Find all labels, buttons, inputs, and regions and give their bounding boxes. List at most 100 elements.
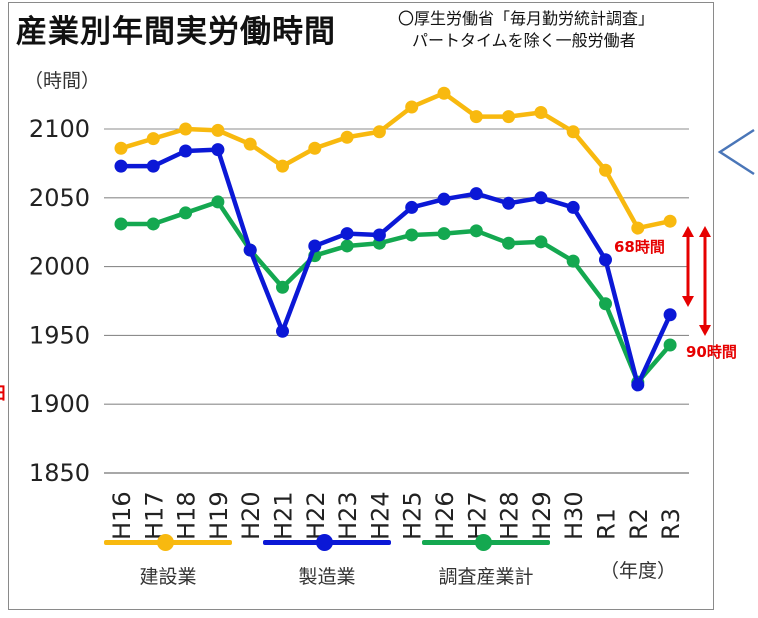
x-tick-H20: H20 [237, 491, 265, 540]
y-tick-1900: 1900 [29, 390, 90, 418]
y-axis-label: （時間） [24, 70, 101, 92]
x-tick-H28: H28 [496, 491, 524, 540]
legend-marker-manufacturing [316, 534, 333, 551]
y-tick-labels: 1850 1900 1950 2000 2050 2100 [29, 115, 90, 487]
point-construction-H26 [437, 86, 451, 100]
point-construction-H16 [114, 141, 128, 155]
y-tick-1850: 1850 [29, 459, 90, 487]
chart-frame [8, 2, 714, 610]
point-total-H16 [114, 217, 128, 231]
point-manufacturing-H16 [114, 159, 128, 173]
source-note: 〇厚生労働省「毎月勤労統計調査」 パートタイムを除く一般労働者 [398, 8, 654, 52]
x-tick-H29: H29 [528, 491, 556, 540]
point-manufacturing-H17 [146, 159, 160, 173]
gap-arrow-manufacturing-head-top [682, 226, 694, 237]
x-tick-H30: H30 [560, 491, 588, 540]
x-tick-H19: H19 [205, 491, 233, 540]
point-manufacturing-H28 [502, 196, 516, 210]
point-construction-R3 [663, 214, 677, 228]
x-axis-unit-label: （年度） [600, 560, 677, 582]
point-construction-H17 [146, 132, 160, 146]
x-tick-H16: H16 [108, 491, 136, 540]
point-manufacturing-H30 [566, 200, 580, 214]
point-construction-H30 [566, 125, 580, 139]
y-tick-2000: 2000 [29, 253, 90, 281]
x-tick-R2: R2 [625, 508, 653, 540]
legend-item-total: 調査産業計 [422, 534, 550, 596]
x-tick-H27: H27 [463, 491, 491, 540]
point-total-R1 [599, 297, 612, 311]
legend-label-total: 調査産業計 [438, 566, 534, 588]
point-manufacturing-H25 [405, 200, 419, 214]
point-total-R3 [663, 338, 677, 352]
grid-lines [104, 128, 689, 474]
point-construction-H19 [211, 123, 225, 137]
x-tick-H17: H17 [140, 491, 168, 540]
point-total-H28 [502, 236, 516, 250]
source-line-1: 〇厚生労働省「毎月勤労統計調査」 [398, 9, 655, 28]
point-total-H30 [566, 254, 580, 268]
point-construction-H24 [372, 125, 386, 139]
gap-arrow-total-head-bottom [699, 325, 711, 336]
point-manufacturing-H20 [243, 243, 257, 257]
point-manufacturing-R1 [599, 253, 612, 267]
point-manufacturing-H23 [340, 227, 354, 241]
gap-arrow-total [699, 226, 711, 336]
legend-item-construction: 建設業 [104, 534, 232, 596]
legend-item-manufacturing: 製造業 [263, 534, 391, 596]
point-manufacturing-H22 [308, 239, 322, 253]
point-total-H17 [146, 217, 160, 231]
legend-marker-construction [157, 534, 174, 551]
x-tick-H22: H22 [302, 491, 330, 540]
gap-arrow-total-head-top [699, 226, 711, 237]
chevron-left-icon[interactable] [714, 100, 758, 210]
point-manufacturing-H18 [179, 144, 193, 158]
point-total-H21 [276, 280, 289, 294]
point-total-H19 [211, 195, 225, 209]
series-construction [114, 86, 677, 235]
point-construction-R2 [631, 221, 645, 235]
x-tick-H21: H21 [270, 491, 298, 540]
point-total-H23 [340, 239, 354, 253]
x-tick-H24: H24 [366, 491, 394, 540]
point-construction-H25 [405, 100, 419, 114]
point-manufacturing-H26 [437, 192, 451, 206]
x-tick-R1: R1 [593, 508, 621, 540]
point-manufacturing-R2 [631, 378, 645, 392]
legend-marker-total [475, 534, 492, 551]
y-tick-1950: 1950 [29, 321, 90, 349]
point-construction-H21 [276, 159, 289, 173]
gap-label-manufacturing: 68時間 [614, 238, 665, 256]
series-total [114, 195, 677, 389]
y-tick-2100: 2100 [29, 115, 90, 143]
point-construction-H27 [469, 110, 483, 124]
x-tick-H23: H23 [334, 491, 362, 540]
x-tick-labels: H16 H17 H18 H19 H20 H21 H22 H23 H24 H25 H26 H27 H28 H… [108, 491, 685, 540]
gap-label-total: 90時間 [686, 343, 737, 361]
point-total-H29 [534, 235, 548, 249]
point-total-H18 [179, 206, 193, 220]
gap-arrow-manufacturing [682, 226, 694, 307]
point-construction-H28 [502, 110, 516, 124]
x-tick-H18: H18 [173, 491, 201, 540]
point-manufacturing-H29 [534, 191, 548, 205]
gap-arrows [682, 226, 711, 336]
point-total-H25 [405, 228, 419, 242]
legend-label-manufacturing: 製造業 [298, 566, 356, 588]
series-layer [114, 86, 677, 392]
point-manufacturing-R3 [663, 308, 677, 322]
point-construction-H20 [243, 137, 257, 151]
legend-label-construction: 建設業 [139, 566, 197, 588]
point-construction-H23 [340, 130, 354, 144]
y-tick-2050: 2050 [29, 184, 90, 212]
chart-title: 産業別年間実労働時間 [16, 14, 336, 50]
series-manufacturing [114, 143, 677, 392]
point-total-H27 [469, 224, 483, 238]
source-line-2: パートタイムを除く一般労働者 [412, 31, 636, 50]
point-manufacturing-H21 [276, 324, 289, 338]
series-line-manufacturing [121, 147, 673, 388]
x-tick-R3: R3 [657, 508, 685, 540]
point-total-H26 [437, 227, 451, 241]
point-construction-R1 [599, 163, 612, 177]
